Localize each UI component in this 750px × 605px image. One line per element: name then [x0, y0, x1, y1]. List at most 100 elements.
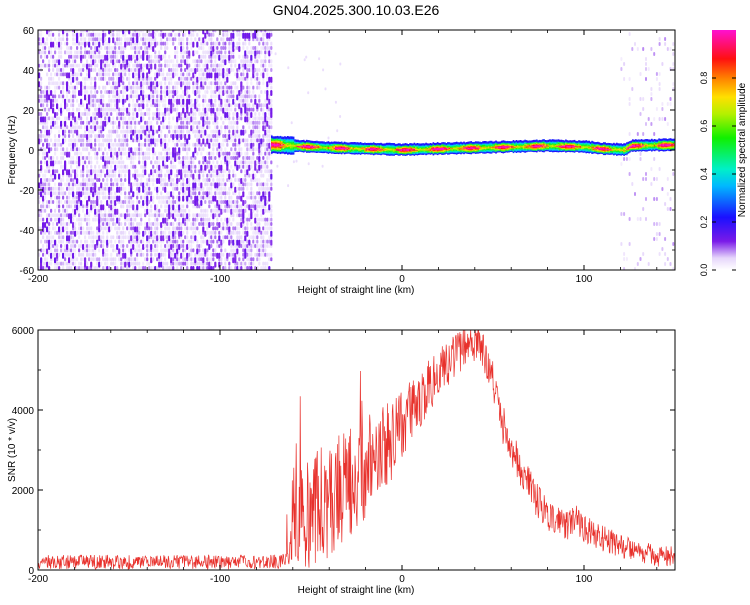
- spectrogram-cell: [92, 217, 95, 222]
- spectrogram-cell: [140, 217, 143, 222]
- spectrogram-cell: [142, 261, 145, 266]
- spectrogram-cell: [669, 102, 672, 106]
- spectrogram-cell: [268, 222, 271, 226]
- spectrogram-cell: [72, 129, 75, 134]
- spectrogram-cell: [281, 136, 283, 139]
- spectrogram-cell: [246, 81, 249, 86]
- spectrogram-cell: [126, 169, 129, 174]
- spectrogram-cell: [82, 156, 85, 160]
- spectrogram-cell: [144, 46, 147, 50]
- spectrogram-cell: [136, 94, 139, 99]
- spectrogram-cell: [88, 178, 91, 182]
- spectrogram-cell: [275, 142, 277, 144]
- spectrogram-cell: [204, 142, 207, 147]
- spectrogram-cell: [104, 41, 107, 46]
- spectrogram-cell: [270, 257, 273, 262]
- spectrogram-cell: [162, 252, 165, 257]
- spectrogram-cell: [114, 81, 117, 86]
- spectrogram-cell: [216, 50, 219, 55]
- spectrogram-cell: [658, 82, 661, 86]
- spectrogram-cell: [238, 76, 241, 81]
- spectrogram-cell: [214, 50, 217, 55]
- spectrogram-cell: [140, 142, 143, 147]
- spectrogram-cell: [216, 41, 219, 46]
- spectrogram-cell: [58, 54, 61, 59]
- spectrogram-cell: [132, 230, 135, 235]
- spectrogram-cell: [204, 59, 207, 64]
- spectrogram-cell: [122, 46, 125, 50]
- spectrogram-cell: [102, 72, 105, 77]
- spectrogram-cell: [214, 46, 217, 50]
- spectrogram-cell: [180, 72, 183, 77]
- spectrogram-cell: [166, 204, 169, 209]
- spectrogram-cell: [200, 81, 203, 88]
- spectrogram-cell: [258, 54, 261, 59]
- spectrogram-cell: [40, 208, 43, 213]
- spectrogram-cell: [190, 30, 193, 33]
- spectrogram-cell: [254, 94, 257, 99]
- spectrogram-cell: [282, 152, 285, 154]
- spectrogram-cell: [118, 248, 121, 255]
- spectrogram-cell: [46, 182, 49, 187]
- spectrogram-cell: [244, 32, 247, 39]
- spectrogram-cell: [268, 46, 271, 50]
- spectrogram-cell: [184, 261, 187, 266]
- spectrogram-cell: [176, 72, 179, 77]
- spectrogram-cell: [112, 208, 115, 213]
- spectrogram-cell: [132, 213, 135, 218]
- spectrogram-cell: [148, 151, 151, 156]
- spectrogram-cell: [138, 94, 141, 101]
- spectrogram-cell: [82, 85, 85, 90]
- spectrogram-cell: [116, 72, 119, 77]
- spectrogram-cell: [118, 186, 121, 193]
- spectrogram-cell: [138, 235, 141, 240]
- spectrogram-cell: [268, 252, 271, 257]
- spectrogram-cell: [54, 85, 57, 90]
- spectrogram-cell: [204, 178, 207, 182]
- spectrogram-cell: [170, 156, 173, 160]
- spectrogram-cell: [108, 54, 111, 59]
- spectrogram-cell: [42, 173, 45, 178]
- spectrogram-cell: [140, 195, 143, 200]
- spectrogram-cell: [242, 32, 245, 39]
- spectrogram-cell: [202, 72, 205, 77]
- spectrogram-cell: [156, 120, 159, 125]
- spectrogram-cell: [180, 204, 183, 209]
- spectrogram-cell: [136, 30, 139, 33]
- spectrogram-cell: [256, 257, 259, 262]
- spectrogram-cell: [202, 98, 205, 103]
- spectrogram-cell: [114, 107, 117, 112]
- spectrogram-cell: [104, 107, 107, 112]
- spectrogram-cell: [230, 63, 233, 68]
- spectrogram-cell: [180, 125, 183, 130]
- spectrogram-cell: [84, 239, 87, 244]
- spectrogram-cell: [248, 103, 251, 108]
- spectrogram-cell: [104, 160, 107, 167]
- spectrogram-cell: [66, 85, 69, 92]
- spectrogram-cell: [190, 107, 193, 114]
- spectrogram-cell: [232, 138, 235, 143]
- spectrogram-cell: [46, 129, 49, 136]
- spectrogram-cell: [164, 103, 167, 108]
- spectrogram-cell: [106, 200, 109, 206]
- spectrogram-cell: [268, 120, 271, 125]
- spectrogram-cell: [50, 37, 53, 42]
- spectrogram-cell: [92, 32, 95, 37]
- spectrogram-cell: [82, 142, 85, 147]
- spectrogram-cell: [126, 125, 129, 130]
- spectrogram-cell: [70, 94, 73, 99]
- spectrogram-cell: [262, 248, 265, 253]
- spectrogram-cell: [142, 169, 145, 174]
- spectrogram-cell: [78, 72, 81, 77]
- spectrogram-cell: [42, 125, 45, 130]
- spectrogram-cell: [156, 90, 159, 94]
- spectrogram-cell: [84, 81, 87, 86]
- spectrogram-cell: [52, 59, 55, 64]
- spectrogram-cell: [40, 226, 43, 231]
- spectrogram-cell: [92, 186, 95, 191]
- spectrogram-cell: [56, 248, 59, 253]
- spectrogram-cell: [186, 103, 189, 110]
- spectrogram-cell: [140, 81, 143, 88]
- spectrogram-cell: [138, 129, 141, 134]
- spectrogram-cell: [182, 94, 185, 99]
